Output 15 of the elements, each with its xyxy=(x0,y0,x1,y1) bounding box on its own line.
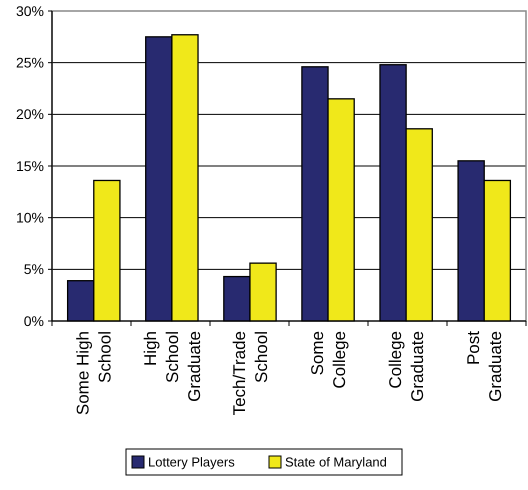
x-tick-label: Some High School xyxy=(74,331,115,416)
x-tick-label: High School Graduate xyxy=(140,331,204,402)
y-tick-label: 0% xyxy=(24,312,44,329)
y-tick-label: 10% xyxy=(16,210,44,226)
legend-label: Lottery Players xyxy=(148,454,236,470)
y-tick-label: 15% xyxy=(16,158,44,174)
x-tick-label: Post Graduate xyxy=(464,330,506,402)
x-tick-label: Tech/Trade School xyxy=(230,331,271,416)
y-tick-label: 30% xyxy=(16,2,44,19)
legend-label: State of Maryland xyxy=(285,454,387,470)
y-tick-label: 20% xyxy=(16,106,44,122)
y-tick-label: 5% xyxy=(24,261,44,278)
x-tick-label: Some College xyxy=(308,331,349,389)
y-tick-label: 25% xyxy=(16,54,44,71)
x-tick-label: College Graduate xyxy=(386,331,428,402)
